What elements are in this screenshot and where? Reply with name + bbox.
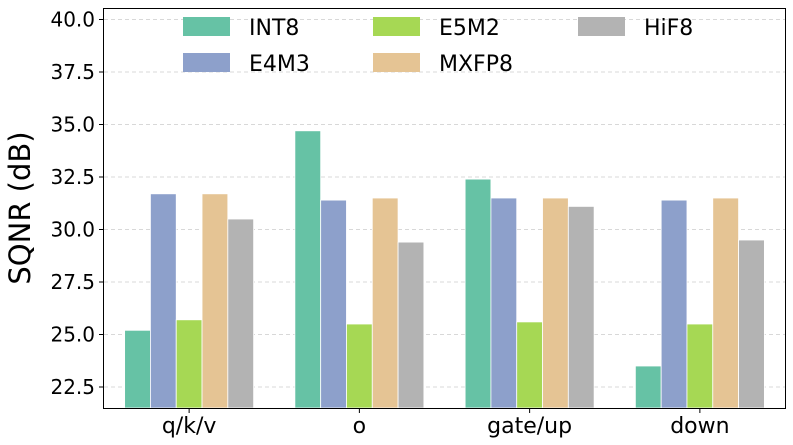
y-tick-label: 37.5	[50, 60, 95, 84]
y-tick-label: 40.0	[50, 8, 95, 32]
legend-label-e5m2: E5M2	[439, 16, 500, 41]
bar-int8-2	[464, 178, 492, 409]
bar-mxfp8-1	[371, 197, 399, 409]
y-tick-label: 30.0	[50, 218, 95, 242]
legend-swatch-hif8	[578, 17, 625, 36]
bar-int8-0	[124, 329, 151, 409]
bar-hif8-1	[397, 241, 425, 409]
bar-e5m2-2	[516, 321, 543, 409]
y-tick-label: 27.5	[50, 270, 95, 294]
y-axis: 22.5 25.0 27.5 30.0 32.5 35.0 37.5 40.0	[50, 8, 104, 399]
legend-label-e4m3: E4M3	[249, 52, 310, 77]
bar-e4m3-1	[320, 199, 347, 409]
y-tick-label: 22.5	[50, 375, 95, 399]
bar-int8-3	[634, 365, 662, 409]
bar-hif8-2	[567, 205, 595, 409]
legend-label-int8: INT8	[249, 16, 299, 41]
legend-swatch-mxfp8	[373, 53, 420, 72]
legend-swatch-int8	[183, 17, 230, 36]
x-tick-label: o	[353, 414, 366, 439]
x-tick-label: gate/up	[487, 414, 572, 439]
bar-hif8-3	[738, 239, 765, 409]
bar-e4m3-0	[150, 193, 177, 409]
legend-label-hif8: HiF8	[644, 16, 693, 41]
bar-e4m3-2	[490, 197, 518, 409]
x-axis: q/k/v o gate/up down	[162, 408, 730, 439]
y-tick-label: 35.0	[50, 113, 95, 137]
legend-swatch-e5m2	[373, 17, 420, 36]
bar-e4m3-3	[660, 199, 688, 409]
legend-label-mxfp8: MXFP8	[439, 52, 513, 77]
bar-mxfp8-3	[712, 197, 739, 409]
x-tick-label: down	[670, 414, 729, 439]
bar-e5m2-0	[175, 319, 203, 409]
y-tick-label: 25.0	[50, 323, 95, 347]
legend: INT8 E4M3 E5M2 MXFP8 HiF8	[183, 16, 693, 77]
x-tick-label: q/k/v	[162, 414, 217, 439]
bar-e5m2-3	[686, 323, 714, 409]
bar-int8-1	[294, 130, 322, 409]
y-axis-title: SQNR (dB)	[3, 131, 37, 284]
legend-swatch-e4m3	[183, 53, 230, 72]
bar-mxfp8-2	[542, 197, 569, 409]
bar-hif8-0	[227, 218, 255, 409]
bar-mxfp8-0	[201, 193, 229, 409]
bars	[124, 130, 765, 409]
plot-frame	[103, 8, 786, 409]
bar-e5m2-1	[346, 323, 373, 409]
y-tick-label: 32.5	[50, 165, 95, 189]
